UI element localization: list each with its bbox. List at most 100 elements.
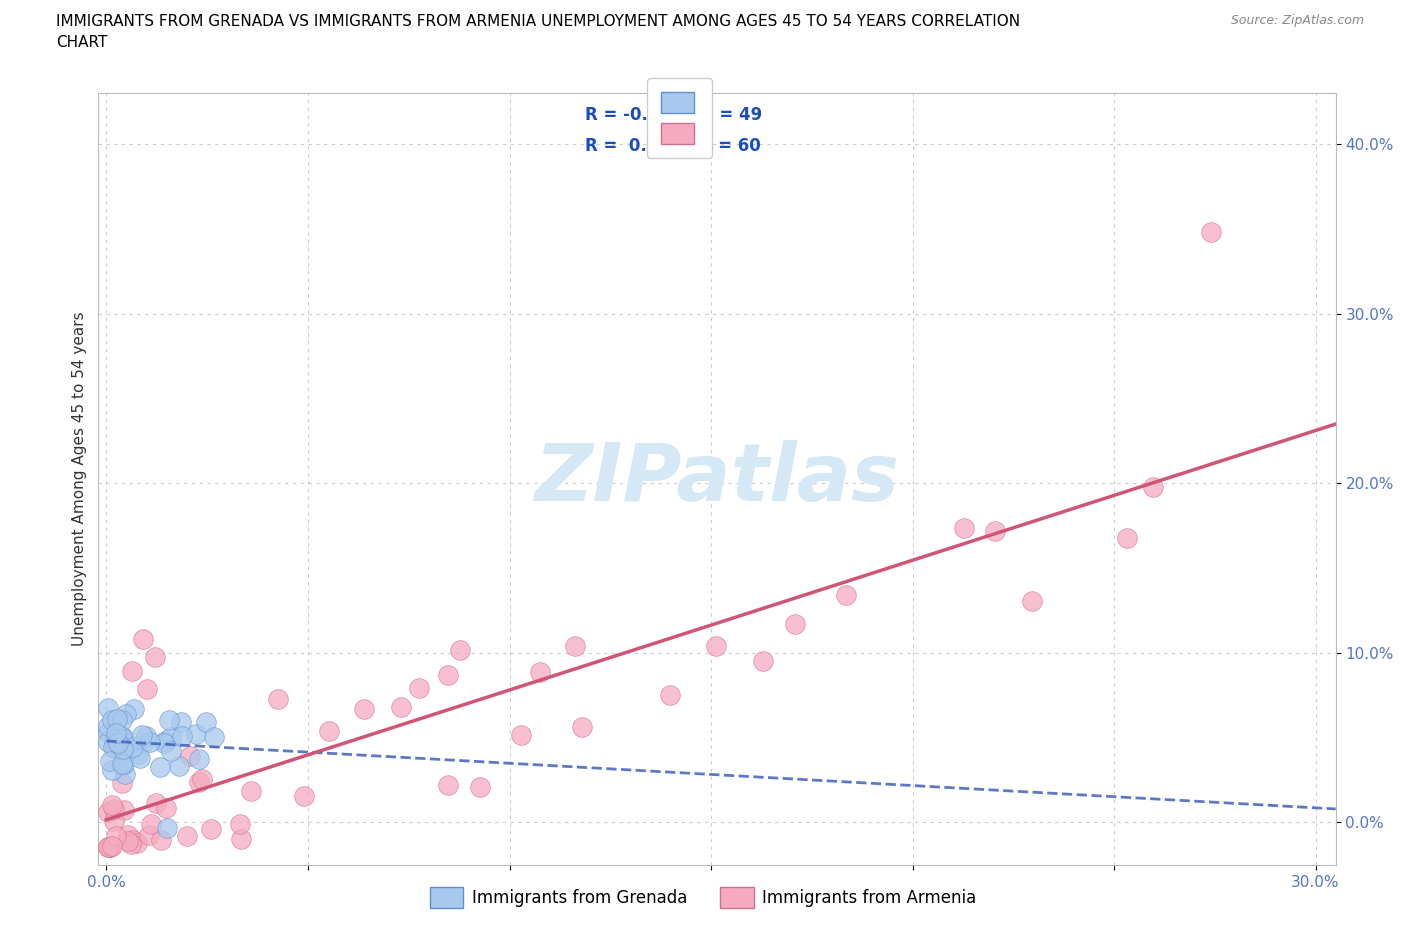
Point [114, 707, 136, 722]
Point [436, 777, 458, 792]
Point [984, 524, 1007, 538]
Point [752, 654, 775, 669]
Point [98, 839, 121, 854]
Point [112, 803, 135, 817]
Point [122, 702, 145, 717]
Point [292, 788, 315, 803]
Point [97, 735, 120, 750]
Point [104, 828, 127, 843]
Point [101, 740, 124, 755]
Point [112, 745, 135, 760]
Point [110, 728, 132, 743]
Point [179, 749, 201, 764]
Point [135, 728, 157, 743]
Point [120, 836, 142, 851]
Legend: Immigrants from Grenada, Immigrants from Armenia: Immigrants from Grenada, Immigrants from… [423, 881, 983, 914]
Point [160, 743, 183, 758]
Point [190, 771, 212, 786]
Point [97, 724, 120, 739]
Point [156, 820, 179, 835]
Point [353, 701, 375, 716]
Point [97, 840, 120, 855]
Point [783, 617, 806, 631]
Point [97, 840, 120, 855]
Point [153, 736, 176, 751]
Point [1142, 480, 1164, 495]
Text: R =  0.505   N = 60: R = 0.505 N = 60 [585, 137, 761, 155]
Point [1199, 225, 1222, 240]
Point [509, 727, 531, 742]
Point [97, 701, 120, 716]
Point [117, 828, 139, 843]
Point [704, 639, 727, 654]
Text: IMMIGRANTS FROM GRENADA VS IMMIGRANTS FROM ARMENIA UNEMPLOYMENT AMONG AGES 45 TO: IMMIGRANTS FROM GRENADA VS IMMIGRANTS FR… [56, 14, 1021, 29]
Point [172, 729, 194, 744]
Point [103, 734, 125, 749]
Point [114, 766, 136, 781]
Point [149, 760, 172, 775]
Point [100, 839, 122, 854]
Point [107, 711, 129, 726]
Point [117, 834, 139, 849]
Point [953, 521, 976, 536]
Point [187, 751, 209, 766]
Point [129, 751, 152, 766]
Point [231, 831, 253, 846]
Point [167, 759, 190, 774]
Point [835, 588, 858, 603]
Point [111, 712, 134, 727]
Point [658, 687, 681, 702]
Point [107, 736, 129, 751]
Point [121, 663, 143, 678]
Point [104, 740, 127, 755]
Point [184, 726, 207, 741]
Point [132, 736, 155, 751]
Point [143, 650, 166, 665]
Point [229, 817, 252, 831]
Point [98, 754, 121, 769]
Point [391, 699, 413, 714]
Point [125, 835, 148, 850]
Point [267, 692, 290, 707]
Point [107, 736, 129, 751]
Point [122, 832, 145, 847]
Y-axis label: Unemployment Among Ages 45 to 54 years: Unemployment Among Ages 45 to 54 years [72, 312, 87, 646]
Point [103, 814, 125, 829]
Point [408, 681, 430, 696]
Point [200, 821, 222, 836]
Point [118, 741, 141, 756]
Point [1021, 593, 1043, 608]
Point [103, 802, 125, 817]
Point [141, 817, 163, 831]
Text: Source: ZipAtlas.com: Source: ZipAtlas.com [1230, 14, 1364, 27]
Point [101, 763, 124, 777]
Point [160, 729, 183, 744]
Point [202, 730, 225, 745]
Point [100, 798, 122, 813]
Point [100, 839, 122, 854]
Point [138, 828, 160, 843]
Point [112, 756, 135, 771]
Point [145, 796, 167, 811]
Point [564, 639, 586, 654]
Point [110, 727, 132, 742]
Point [529, 664, 551, 679]
Point [111, 776, 134, 790]
Point [155, 801, 177, 816]
Point [150, 832, 173, 847]
Point [176, 829, 198, 844]
Point [318, 724, 340, 738]
Text: R = -0.021   N = 49: R = -0.021 N = 49 [585, 106, 762, 124]
Text: ZIPatlas: ZIPatlas [534, 440, 900, 518]
Point [470, 779, 492, 794]
Point [97, 719, 120, 734]
Point [112, 730, 135, 745]
Point [157, 712, 180, 727]
Point [187, 775, 209, 790]
Point [131, 727, 153, 742]
Point [132, 631, 155, 646]
Text: CHART: CHART [56, 35, 108, 50]
Point [571, 719, 593, 734]
Legend: , : , [647, 78, 713, 158]
Point [139, 735, 162, 750]
